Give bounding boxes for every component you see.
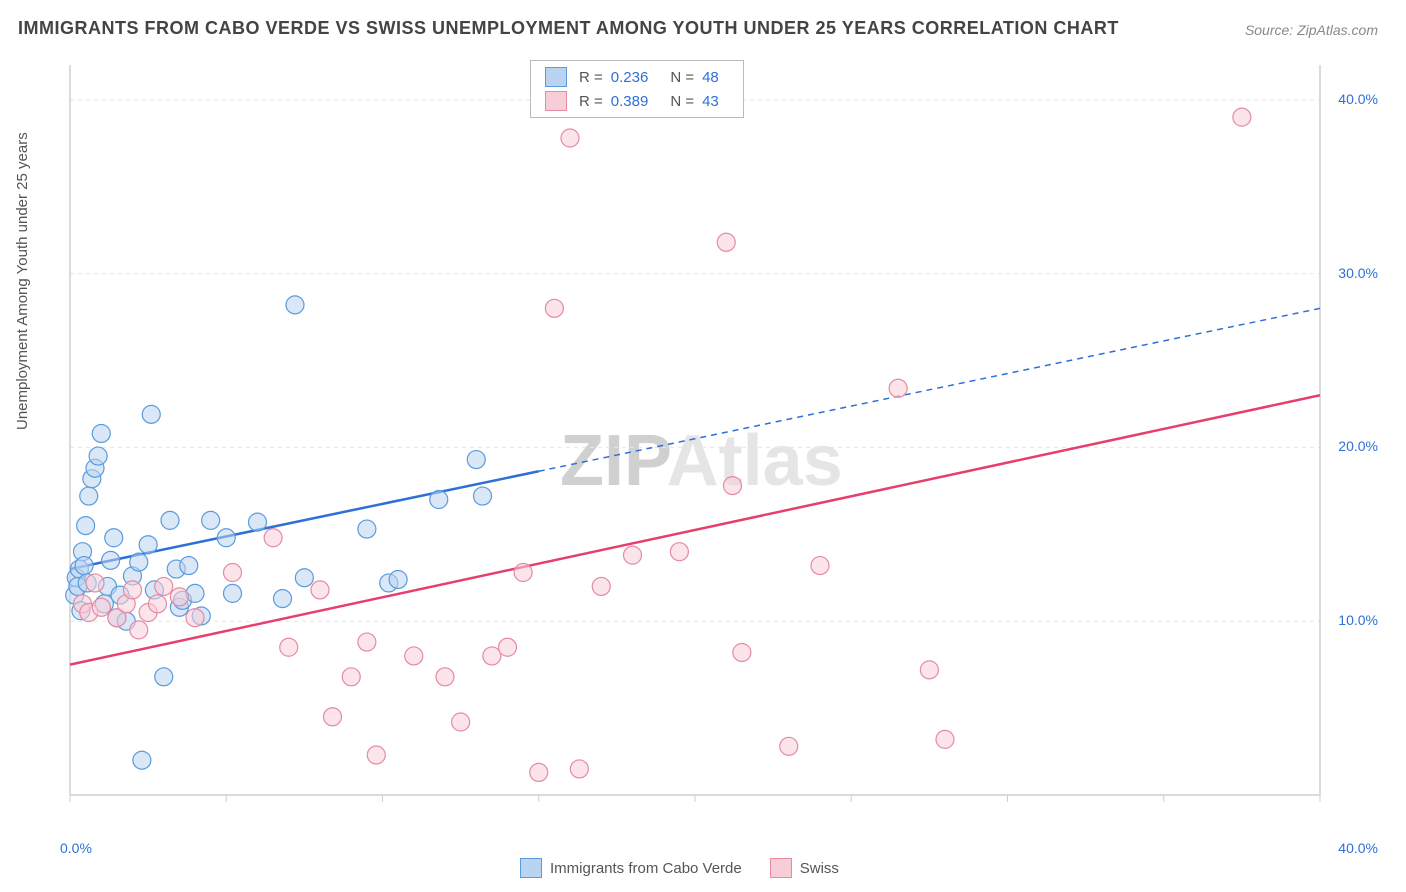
stats-legend-row: R =0.389 N =43 <box>531 89 743 113</box>
y-tick-label: 20.0% <box>1338 438 1378 454</box>
chart-title: IMMIGRANTS FROM CABO VERDE VS SWISS UNEM… <box>18 18 1119 39</box>
stats-legend-row: R =0.236 N =48 <box>531 65 743 89</box>
stats-legend: R =0.236 N =48 R =0.389 N =43 <box>530 60 744 118</box>
legend-swatch <box>520 858 542 878</box>
y-tick-label: 40.0% <box>1338 91 1378 107</box>
y-tick-label: 30.0% <box>1338 265 1378 281</box>
y-tick-label: 10.0% <box>1338 612 1378 628</box>
series-legend-item: Immigrants from Cabo Verde <box>520 858 742 878</box>
series-legend: Immigrants from Cabo Verde Swiss <box>520 858 839 878</box>
legend-swatch <box>770 858 792 878</box>
scatter-plot <box>60 55 1380 825</box>
series-legend-label: Swiss <box>800 860 839 877</box>
series-legend-label: Immigrants from Cabo Verde <box>550 860 742 877</box>
x-tick-label: 0.0% <box>60 840 92 856</box>
legend-swatch <box>545 67 567 87</box>
legend-swatch <box>545 91 567 111</box>
y-axis-label: Unemployment Among Youth under 25 years <box>14 132 31 430</box>
source-label: Source: ZipAtlas.com <box>1245 22 1378 38</box>
x-tick-label: 40.0% <box>1338 840 1378 856</box>
series-legend-item: Swiss <box>770 858 839 878</box>
